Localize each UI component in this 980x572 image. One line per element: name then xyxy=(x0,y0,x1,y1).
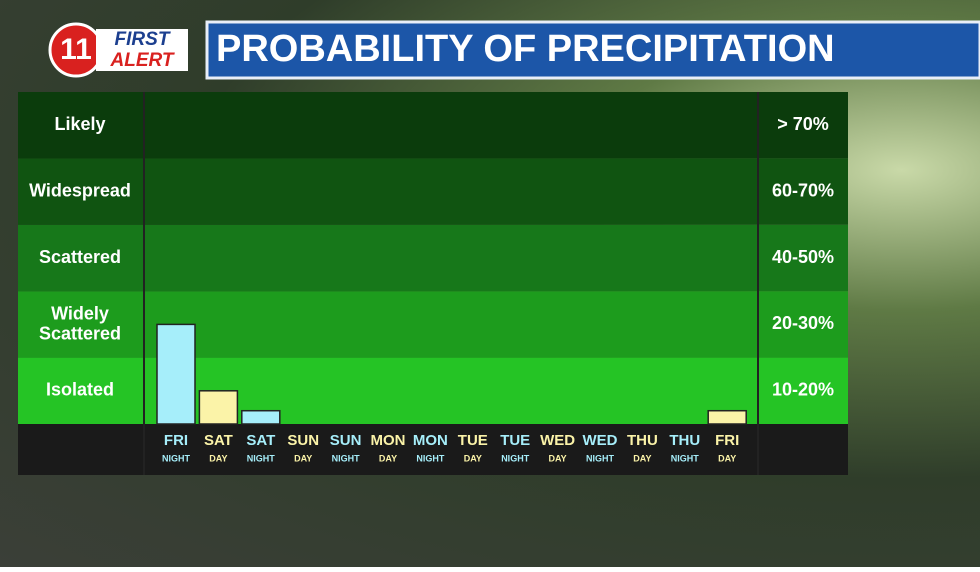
x-tick-label: SAT xyxy=(204,432,233,449)
x-tick-label: SUN xyxy=(330,432,362,449)
band xyxy=(18,224,848,292)
bar xyxy=(241,409,281,425)
band xyxy=(18,158,848,225)
x-tick-sublabel: DAY xyxy=(549,453,567,463)
band-name: Likely xyxy=(54,114,105,134)
band-name: Scattered xyxy=(39,247,121,267)
x-tick-sublabel: NIGHT xyxy=(416,453,445,463)
x-tick-label: WED xyxy=(583,432,618,449)
bar xyxy=(198,390,239,425)
x-tick-sublabel: DAY xyxy=(209,453,227,463)
logo-line2: ALERT xyxy=(110,50,175,71)
logo-number: 11 xyxy=(60,33,92,66)
x-tick-label: FRI xyxy=(164,432,188,449)
x-tick-sublabel: DAY xyxy=(294,453,312,463)
x-tick-sublabel: NIGHT xyxy=(586,453,615,463)
x-tick-label: SUN xyxy=(287,432,319,449)
x-tick-label: TUE xyxy=(500,432,530,449)
band xyxy=(18,92,848,159)
band-range: 40-50% xyxy=(772,247,834,267)
band-range: 20-30% xyxy=(772,313,834,333)
x-tick-label: SAT xyxy=(246,432,275,449)
band-range: 60-70% xyxy=(772,180,834,200)
x-tick-sublabel: DAY xyxy=(718,453,736,463)
axis-strip xyxy=(18,424,848,475)
band-name: Widely Scattered xyxy=(39,303,121,343)
x-tick-sublabel: NIGHT xyxy=(671,453,700,463)
bar xyxy=(156,323,196,425)
x-tick-label: WED xyxy=(540,432,575,449)
title: PROBABILITY OF PRECIPITATION xyxy=(216,28,835,70)
x-tick-sublabel: NIGHT xyxy=(332,453,361,463)
x-tick-sublabel: DAY xyxy=(464,453,482,463)
x-tick-label: TUE xyxy=(458,432,488,449)
logo-line1: FIRST xyxy=(115,29,171,50)
x-tick-sublabel: NIGHT xyxy=(162,453,191,463)
x-tick-sublabel: DAY xyxy=(379,453,397,463)
x-tick-sublabel: NIGHT xyxy=(247,453,276,463)
x-tick-label: FRI xyxy=(715,432,739,449)
band-range: 10-20% xyxy=(772,380,834,400)
band-name: Isolated xyxy=(46,380,114,400)
x-tick-label: THU xyxy=(669,432,700,449)
x-tick-label: MON xyxy=(371,432,406,449)
band-range: > 70% xyxy=(777,114,829,134)
x-tick-label: MON xyxy=(413,432,448,449)
bar xyxy=(707,409,747,425)
band xyxy=(18,291,848,358)
x-tick-sublabel: NIGHT xyxy=(501,453,530,463)
x-tick-label: THU xyxy=(627,432,658,449)
logo-box xyxy=(96,29,188,71)
x-tick-sublabel: DAY xyxy=(633,453,651,463)
band-name: Widespread xyxy=(29,180,131,200)
title-bar xyxy=(205,20,980,80)
